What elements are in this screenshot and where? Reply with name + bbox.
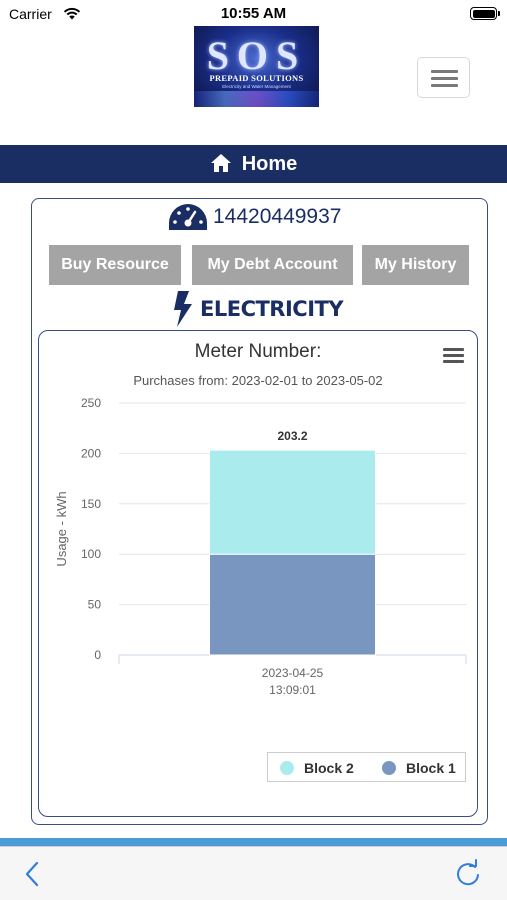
chart-title: Meter Number: bbox=[194, 341, 322, 362]
service-heading: ELECTRICITY bbox=[172, 291, 344, 327]
logo-title: PREPAID SOLUTIONS bbox=[209, 73, 304, 83]
logo-subtitle: Electricity and Water Management bbox=[222, 84, 291, 89]
status-bar: Carrier 10:55 AM bbox=[0, 0, 507, 28]
meter-number: 14420449937 bbox=[213, 205, 342, 228]
logo-mark: SOS bbox=[206, 33, 307, 78]
bar-total-label: 203.2 bbox=[277, 429, 307, 443]
chart-context-menu-icon[interactable] bbox=[443, 348, 464, 364]
meter-row: 14420449937 bbox=[168, 201, 341, 233]
bar-block-1 bbox=[209, 553, 376, 656]
y-tick-label: 200 bbox=[81, 446, 101, 460]
service-label: ELECTRICITY bbox=[200, 297, 344, 321]
legend-label-block-2: Block 2 bbox=[304, 760, 354, 776]
x-tick-label: 13:09:01 bbox=[269, 683, 316, 697]
chart-legend: Block 2 Block 1 bbox=[267, 752, 466, 782]
carrier-label: Carrier bbox=[9, 6, 52, 22]
y-tick-label: 250 bbox=[81, 396, 101, 410]
page-header: Home bbox=[0, 145, 507, 183]
speedometer-icon bbox=[169, 204, 207, 230]
home-icon bbox=[210, 153, 231, 172]
logo-glow bbox=[194, 91, 319, 107]
y-tick-label: 0 bbox=[94, 648, 101, 662]
browser-toolbar bbox=[0, 846, 507, 900]
y-axis-label: Usage - kWh bbox=[54, 491, 69, 566]
bar-block-2 bbox=[209, 449, 376, 555]
wifi-icon bbox=[63, 7, 81, 20]
status-time: 10:55 AM bbox=[220, 5, 287, 22]
y-tick-label: 150 bbox=[81, 497, 101, 511]
my-debt-account-button[interactable]: My Debt Account bbox=[192, 245, 353, 285]
legend-item-block-2[interactable]: Block 2 bbox=[280, 753, 354, 783]
x-tick-label: 2023-04-25 bbox=[262, 666, 324, 680]
chart-card bbox=[38, 330, 478, 817]
legend-label-block-1: Block 1 bbox=[406, 760, 456, 776]
battery-icon bbox=[470, 7, 500, 20]
bottom-accent-stripe bbox=[0, 838, 507, 846]
chart-subtitle: Purchases from: 2023-02-01 to 2023-05-02 bbox=[133, 373, 383, 388]
reload-icon[interactable] bbox=[454, 859, 482, 887]
legend-item-block-1[interactable]: Block 1 bbox=[382, 753, 456, 783]
hamburger-menu-button[interactable] bbox=[417, 57, 470, 98]
my-history-button[interactable]: My History bbox=[362, 245, 469, 285]
page-title: Home bbox=[241, 152, 298, 175]
lightning-bolt-icon bbox=[174, 291, 192, 327]
y-tick-label: 50 bbox=[88, 598, 102, 612]
legend-swatch-block-1 bbox=[382, 761, 396, 775]
legend-swatch-block-2 bbox=[280, 761, 294, 775]
buy-resource-button[interactable]: Buy Resource bbox=[49, 245, 181, 285]
meter-card bbox=[31, 198, 488, 825]
company-logo: SOS PREPAID SOLUTIONS Electricity and Wa… bbox=[194, 26, 319, 107]
back-chevron-icon[interactable] bbox=[22, 861, 42, 887]
y-tick-label: 100 bbox=[81, 547, 101, 561]
